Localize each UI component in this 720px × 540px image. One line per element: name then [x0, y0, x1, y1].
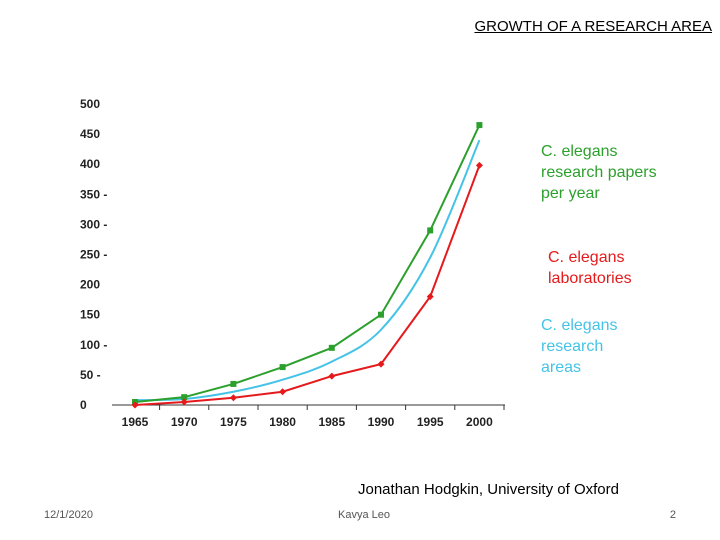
x-tick-label: 1965 — [122, 415, 149, 429]
y-tick-label: 400 — [80, 157, 100, 171]
series-line-laboratories — [134, 165, 481, 406]
x-tick-label: 1980 — [269, 415, 296, 429]
x-tick-label: 1990 — [368, 415, 395, 429]
data-point-papers — [476, 122, 483, 129]
legend-line: C. elegans — [541, 143, 618, 160]
y-tick-label: 200 — [80, 278, 100, 292]
y-tick-label: 100 - — [80, 338, 107, 352]
chart-series — [131, 122, 483, 409]
legend-areas: C. elegans research areas — [541, 317, 618, 376]
y-tick-label: 50 - — [80, 368, 101, 382]
footer-author: Kavya Leo — [338, 509, 390, 521]
legend-line: C. elegans — [548, 249, 625, 266]
series-line-papers — [134, 124, 481, 403]
y-tick-label: 150 — [80, 308, 100, 322]
data-point-laboratories — [279, 388, 287, 396]
y-tick-label: 350 - — [80, 187, 107, 201]
y-tick-label: 300 - — [80, 217, 107, 231]
legend-line: C. elegans — [541, 317, 618, 334]
legend-papers: C. elegans research papers per year — [541, 143, 657, 202]
chart-axes: 0 50 - 100 - 150 200 250 - 300 - 350 - 400 450 500… — [80, 97, 505, 429]
data-point-laboratories — [475, 161, 483, 169]
credit-text: Jonathan Hodgkin, University of Oxford — [358, 481, 619, 498]
y-tick-label: 0 — [80, 398, 87, 412]
data-point-papers — [279, 364, 286, 371]
x-tick-label: 1985 — [318, 415, 345, 429]
data-point-papers — [427, 227, 434, 234]
data-point-papers — [230, 380, 237, 387]
x-tick-label: 1975 — [220, 415, 247, 429]
legend-line: research — [541, 338, 603, 355]
y-tick-label: 500 — [80, 97, 100, 111]
data-point-laboratories — [426, 293, 434, 301]
y-tick-label: 450 — [80, 127, 100, 141]
legend-line: laboratories — [548, 270, 632, 287]
slide-title: GROWTH OF A RESEARCH AREA — [474, 18, 712, 35]
data-point-laboratories — [328, 372, 336, 380]
data-point-laboratories — [377, 360, 385, 368]
data-point-laboratories — [131, 401, 139, 409]
data-point-laboratories — [180, 398, 188, 406]
legend-line: areas — [541, 359, 581, 376]
data-point-papers — [181, 394, 188, 401]
legend-line: per year — [541, 185, 600, 202]
footer-date: 12/1/2020 — [44, 509, 93, 521]
legend-laboratories: C. elegans laboratories — [548, 249, 632, 287]
x-tick-label: 2000 — [466, 415, 493, 429]
data-point-papers — [328, 344, 335, 351]
x-tick-label: 1995 — [417, 415, 444, 429]
footer-page-number: 2 — [669, 509, 676, 521]
y-tick-label: 250 - — [80, 248, 107, 262]
data-point-papers — [378, 311, 384, 318]
series-line-areas — [134, 139, 481, 402]
x-tick-label: 1970 — [171, 415, 198, 429]
legend-line: research papers — [541, 164, 657, 181]
data-point-laboratories — [229, 394, 237, 402]
